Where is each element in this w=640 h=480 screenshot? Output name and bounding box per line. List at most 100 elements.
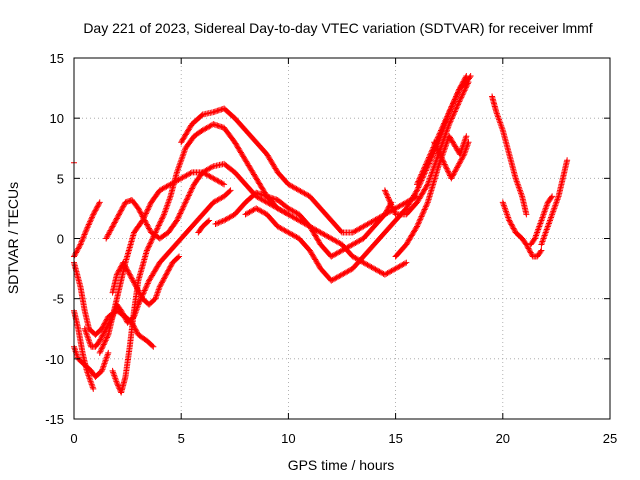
data-point: [465, 139, 472, 146]
data-point: [147, 239, 154, 246]
data-point: [548, 194, 555, 201]
data-point: [460, 88, 467, 95]
data-point: [443, 114, 450, 121]
data-point: [448, 104, 455, 111]
data-point: [114, 381, 121, 388]
data-point: [387, 200, 394, 207]
series-arc-p: [414, 73, 474, 188]
data-point: [417, 174, 424, 181]
data-point: [101, 340, 108, 347]
data-point: [111, 220, 118, 227]
data-point: [146, 241, 153, 248]
data-point: [107, 227, 114, 234]
data-point: [507, 220, 514, 227]
data-point: [434, 146, 441, 153]
data-point: [174, 216, 181, 223]
data-point: [390, 207, 397, 214]
data-point: [153, 226, 160, 233]
data-point: [175, 214, 182, 221]
y-tick-label: -5: [52, 292, 64, 307]
data-point: [96, 337, 103, 344]
data-point: [452, 167, 459, 174]
data-point: [175, 213, 182, 220]
data-point: [99, 344, 106, 351]
data-point: [156, 221, 163, 228]
data-point: [219, 180, 226, 187]
data-point: [458, 156, 465, 163]
data-point: [145, 244, 152, 251]
data-point: [108, 226, 115, 233]
data-point: [459, 91, 466, 98]
data-point: [127, 272, 134, 279]
data-point: [446, 107, 453, 114]
x-tick-label: 10: [281, 431, 295, 446]
data-point: [448, 116, 455, 123]
data-point: [219, 218, 226, 225]
data-point: [109, 223, 116, 230]
data-point: [81, 231, 88, 238]
data-point: [187, 189, 194, 196]
data-point: [105, 231, 112, 238]
data-point: [441, 160, 448, 167]
data-point: [416, 175, 423, 182]
data-point: [145, 224, 152, 231]
data-point: [113, 379, 120, 386]
data-point: [118, 307, 125, 314]
data-point: [143, 220, 150, 227]
data-point: [434, 136, 441, 143]
data-point: [85, 221, 92, 228]
data-point: [80, 232, 87, 239]
data-point: [511, 226, 518, 233]
series-arc-g: [109, 121, 410, 396]
data-point: [154, 225, 161, 232]
data-point: [524, 242, 531, 249]
data-point: [122, 315, 129, 322]
data-points: [71, 73, 571, 396]
data-point: [439, 157, 446, 164]
data-point: [181, 200, 188, 207]
data-point: [401, 260, 408, 267]
series-arc-t: [538, 157, 571, 248]
data-point: [139, 213, 146, 220]
data-point: [89, 214, 96, 221]
data-point: [418, 213, 425, 220]
data-point: [189, 184, 196, 191]
data-point: [101, 329, 108, 336]
data-point: [162, 272, 169, 279]
data-point: [128, 275, 135, 282]
series-arc-e: [81, 187, 234, 350]
data-point: [104, 232, 111, 239]
data-point: [82, 230, 89, 237]
data-point: [284, 210, 291, 217]
data-point: [453, 165, 460, 172]
data-point: [212, 221, 219, 228]
data-point: [382, 188, 389, 195]
data-point: [103, 234, 110, 241]
data-point: [98, 335, 105, 342]
data-point: [113, 216, 120, 223]
data-point: [145, 279, 152, 286]
data-point: [182, 199, 189, 206]
data-point: [124, 267, 131, 274]
data-point: [226, 188, 233, 195]
data-point: [426, 153, 433, 160]
data-point: [209, 164, 216, 171]
data-point: [384, 206, 391, 213]
data-point: [449, 114, 456, 121]
data-point: [76, 244, 83, 251]
data-point: [102, 337, 109, 344]
data-point: [381, 211, 388, 218]
data-point: [384, 207, 391, 214]
data-point: [110, 222, 117, 229]
data-point: [383, 191, 390, 198]
data-point: [454, 102, 461, 109]
data-point: [119, 310, 126, 317]
data-point: [85, 222, 92, 229]
data-point: [442, 117, 449, 124]
y-tick-label: -15: [45, 412, 64, 427]
data-point: [117, 264, 124, 271]
data-point: [444, 167, 451, 174]
data-point: [414, 223, 421, 230]
data-point: [386, 197, 393, 204]
data-point: [113, 271, 120, 278]
